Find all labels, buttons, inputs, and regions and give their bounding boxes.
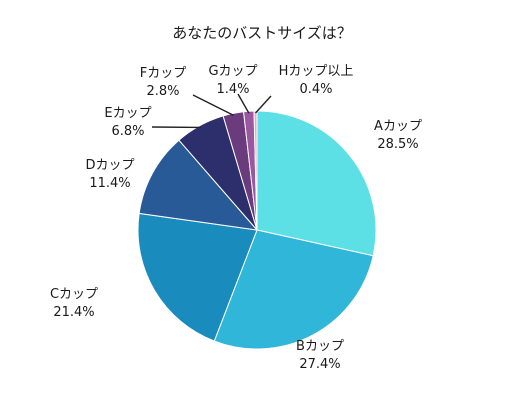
chart-title: あなたのバストサイズは？ <box>172 24 352 42</box>
slice-value-2: 27.4% <box>299 357 340 372</box>
slice-label-5: Eカップ <box>104 106 151 121</box>
leader-line-6 <box>192 94 234 116</box>
pie-slice-3 <box>137 212 258 342</box>
slice-value-4: 11.4% <box>89 176 130 191</box>
slice-label-3: Cカップ <box>50 287 98 302</box>
leader-line-7 <box>237 93 250 114</box>
pie-slice-1 <box>256 110 377 257</box>
pie-slice-2 <box>213 229 374 350</box>
slice-value-1: 28.5% <box>377 137 418 152</box>
leader-line-8 <box>255 95 272 114</box>
slice-value-6: 2.8% <box>146 84 179 99</box>
slice-label-1: Aカップ <box>374 119 422 134</box>
slice-label-8: Hカップ以上 <box>279 64 354 79</box>
slice-value-8: 0.4% <box>299 82 332 97</box>
slice-label-2: Bカップ <box>296 339 344 354</box>
slice-value-3: 21.4% <box>53 305 94 320</box>
pie-slice-4 <box>138 139 259 231</box>
slice-label-4: Dカップ <box>85 158 134 173</box>
slice-value-7: 1.4% <box>216 82 249 97</box>
pie-slices <box>137 110 377 350</box>
slice-labels: Aカップ 28.5% Bカップ 27.4% Cカップ 21.4% Dカップ 11.4% Eカップ… <box>50 64 422 372</box>
slice-label-6: Fカップ <box>140 66 186 81</box>
slice-value-5: 6.8% <box>111 124 144 139</box>
leader-lines <box>151 93 272 129</box>
slice-label-7: Gカップ <box>208 64 257 79</box>
